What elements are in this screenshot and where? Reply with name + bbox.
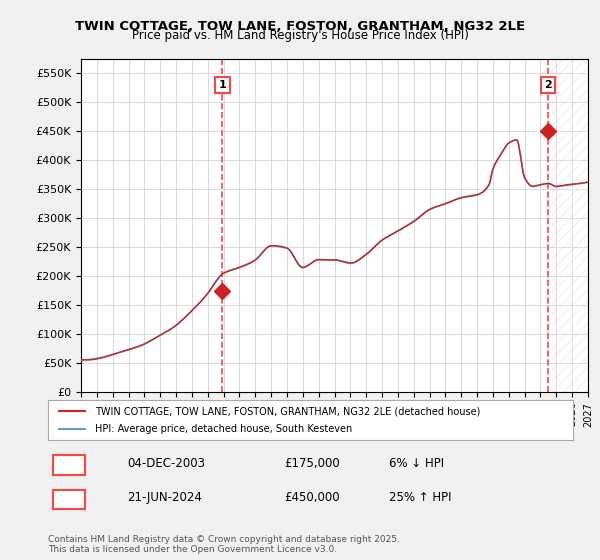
FancyBboxPatch shape [53, 490, 85, 509]
FancyBboxPatch shape [53, 455, 85, 474]
Text: HPI: Average price, detached house, South Kesteven: HPI: Average price, detached house, Sout… [95, 423, 353, 433]
Text: TWIN COTTAGE, TOW LANE, FOSTON, GRANTHAM, NG32 2LE: TWIN COTTAGE, TOW LANE, FOSTON, GRANTHAM… [75, 20, 525, 32]
Text: 1: 1 [65, 457, 73, 470]
Text: £450,000: £450,000 [284, 492, 340, 505]
Text: Price paid vs. HM Land Registry's House Price Index (HPI): Price paid vs. HM Land Registry's House … [131, 29, 469, 42]
Text: 6% ↓ HPI: 6% ↓ HPI [389, 457, 445, 470]
Text: 2: 2 [65, 492, 73, 505]
Text: 04-DEC-2003: 04-DEC-2003 [127, 457, 205, 470]
Text: 2: 2 [544, 80, 552, 90]
Text: Contains HM Land Registry data © Crown copyright and database right 2025.
This d: Contains HM Land Registry data © Crown c… [48, 535, 400, 554]
Text: TWIN COTTAGE, TOW LANE, FOSTON, GRANTHAM, NG32 2LE (detached house): TWIN COTTAGE, TOW LANE, FOSTON, GRANTHAM… [95, 407, 481, 417]
Text: 21-JUN-2024: 21-JUN-2024 [127, 492, 202, 505]
Text: £175,000: £175,000 [284, 457, 340, 470]
Text: 1: 1 [218, 80, 226, 90]
Text: 25% ↑ HPI: 25% ↑ HPI [389, 492, 452, 505]
